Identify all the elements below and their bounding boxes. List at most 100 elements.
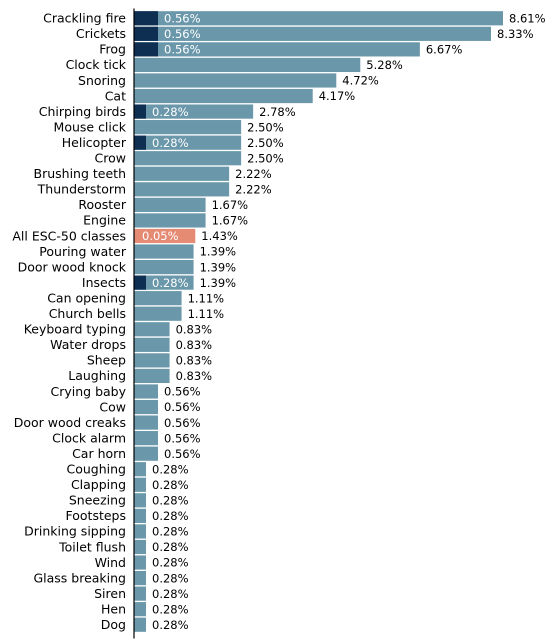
value-label: 6.67% bbox=[426, 43, 463, 57]
category-label: Rooster bbox=[78, 197, 127, 212]
category-label: Church bells bbox=[49, 306, 126, 321]
category-label: Chirping birds bbox=[39, 104, 126, 119]
category-label: Door wood knock bbox=[18, 259, 127, 274]
overlay-bar bbox=[134, 11, 158, 26]
category-label: Drinking sipping bbox=[24, 524, 126, 539]
category-label: Brushing teeth bbox=[34, 166, 126, 181]
value-label: 2.50% bbox=[247, 120, 284, 134]
value-label: 0.56% bbox=[164, 385, 201, 399]
bar bbox=[134, 493, 146, 508]
category-label: Dog bbox=[101, 617, 126, 632]
bar bbox=[134, 57, 361, 73]
bar bbox=[134, 42, 420, 57]
bar bbox=[134, 353, 170, 368]
bars-layer bbox=[134, 11, 503, 632]
bar bbox=[134, 368, 170, 384]
overlay-value-label: 0.56% bbox=[164, 11, 201, 25]
bar bbox=[134, 570, 146, 586]
category-label: Footsteps bbox=[66, 508, 127, 523]
value-label: 0.28% bbox=[152, 556, 189, 570]
value-label: 1.67% bbox=[212, 214, 249, 228]
bar bbox=[134, 462, 146, 477]
category-label: Laughing bbox=[68, 368, 126, 383]
category-label: Insects bbox=[82, 275, 126, 290]
category-label: Sneezing bbox=[69, 493, 126, 508]
bar bbox=[134, 151, 242, 166]
bar bbox=[134, 446, 158, 461]
labels-layer: Crackling fire 0.56% 8.61% Crickets 0.56% 8.3… bbox=[12, 11, 545, 632]
category-label: Clapping bbox=[71, 477, 126, 492]
bar bbox=[134, 11, 503, 26]
value-label: 2.50% bbox=[247, 136, 284, 150]
bar bbox=[134, 26, 491, 41]
value-label: 0.28% bbox=[152, 462, 189, 476]
bar bbox=[134, 322, 170, 337]
bar bbox=[134, 337, 170, 352]
bar bbox=[134, 135, 242, 150]
overlay-value-label: 0.05% bbox=[142, 229, 179, 243]
bar bbox=[134, 73, 337, 88]
value-label: 2.50% bbox=[247, 151, 284, 165]
value-label: 8.33% bbox=[497, 27, 534, 41]
bar bbox=[134, 197, 206, 212]
bar bbox=[134, 555, 146, 570]
value-label: 0.56% bbox=[164, 431, 201, 445]
value-label: 0.28% bbox=[152, 509, 189, 523]
category-label: Wind bbox=[95, 555, 126, 570]
value-label: 0.28% bbox=[152, 602, 189, 616]
bar bbox=[134, 586, 146, 601]
value-label: 0.83% bbox=[176, 322, 213, 336]
category-label: Clock alarm bbox=[52, 430, 126, 445]
bar bbox=[134, 384, 158, 399]
value-label: 4.17% bbox=[319, 89, 356, 103]
bar bbox=[134, 104, 254, 119]
category-label: Water drops bbox=[50, 337, 126, 352]
bar bbox=[134, 539, 146, 555]
value-label: 0.28% bbox=[152, 494, 189, 508]
bar bbox=[134, 415, 158, 430]
category-label: Toilet flush bbox=[58, 539, 126, 554]
value-label: 0.83% bbox=[176, 354, 213, 368]
category-label: Snoring bbox=[78, 73, 126, 88]
value-label: 0.56% bbox=[164, 447, 201, 461]
overlay-value-label: 0.28% bbox=[152, 276, 189, 290]
bar bbox=[134, 213, 206, 228]
value-label: 1.39% bbox=[200, 245, 237, 259]
category-label: Crickets bbox=[76, 26, 126, 41]
overlay-bar bbox=[134, 42, 158, 57]
category-label: Helicopter bbox=[62, 135, 127, 150]
overlay-bar bbox=[134, 104, 146, 119]
overlay-bar bbox=[134, 26, 158, 41]
bar bbox=[134, 477, 146, 492]
value-label: 0.28% bbox=[152, 571, 189, 585]
category-label: Cow bbox=[99, 399, 126, 414]
category-label: Pouring water bbox=[39, 244, 127, 259]
value-label: 0.28% bbox=[152, 587, 189, 601]
value-label: 0.56% bbox=[164, 416, 201, 430]
bar bbox=[134, 431, 158, 446]
value-label: 1.39% bbox=[200, 260, 237, 274]
value-label: 1.11% bbox=[188, 307, 225, 321]
bar bbox=[134, 182, 230, 197]
category-label: Crow bbox=[95, 151, 126, 166]
value-label: 5.28% bbox=[366, 58, 403, 72]
highlight-bar bbox=[134, 228, 196, 244]
bar bbox=[134, 306, 182, 321]
value-label: 1.11% bbox=[188, 291, 225, 305]
value-label: 0.28% bbox=[152, 525, 189, 539]
bar bbox=[134, 617, 146, 632]
bar bbox=[134, 291, 182, 306]
overlay-value-label: 0.28% bbox=[152, 105, 189, 119]
category-label: Can opening bbox=[47, 290, 126, 305]
category-label: All ESC-50 classes bbox=[12, 228, 126, 243]
category-label: Door wood creaks bbox=[14, 415, 126, 430]
category-label: Frog bbox=[99, 42, 126, 57]
overlay-value-label: 0.56% bbox=[164, 43, 201, 57]
overlay-value-label: 0.28% bbox=[152, 136, 189, 150]
value-label: 4.72% bbox=[342, 74, 379, 88]
bar bbox=[134, 166, 230, 181]
category-label: Engine bbox=[83, 213, 126, 228]
category-label: Keyboard typing bbox=[24, 322, 126, 337]
overlay-bar bbox=[134, 135, 146, 150]
